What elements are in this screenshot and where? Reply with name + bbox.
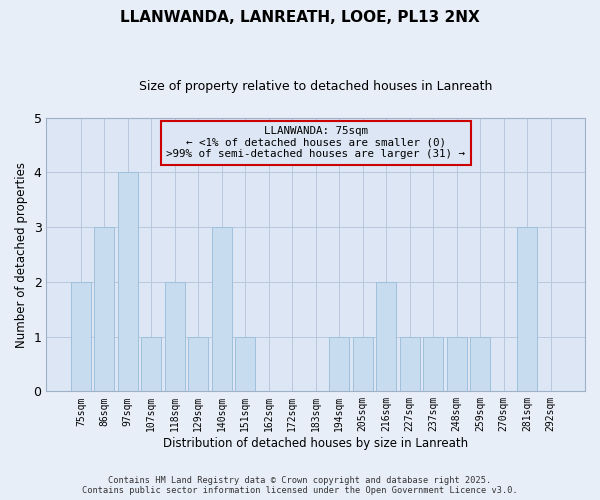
X-axis label: Distribution of detached houses by size in Lanreath: Distribution of detached houses by size … bbox=[163, 437, 468, 450]
Title: Size of property relative to detached houses in Lanreath: Size of property relative to detached ho… bbox=[139, 80, 493, 93]
Bar bbox=[470, 336, 490, 392]
Bar bbox=[329, 336, 349, 392]
Text: LLANWANDA, LANREATH, LOOE, PL13 2NX: LLANWANDA, LANREATH, LOOE, PL13 2NX bbox=[120, 10, 480, 25]
Text: LLANWANDA: 75sqm
← <1% of detached houses are smaller (0)
>99% of semi-detached : LLANWANDA: 75sqm ← <1% of detached house… bbox=[166, 126, 465, 159]
Bar bbox=[353, 336, 373, 392]
Bar bbox=[400, 336, 419, 392]
Bar bbox=[142, 336, 161, 392]
Bar bbox=[71, 282, 91, 392]
Bar bbox=[517, 227, 537, 392]
Text: Contains HM Land Registry data © Crown copyright and database right 2025.
Contai: Contains HM Land Registry data © Crown c… bbox=[82, 476, 518, 495]
Bar bbox=[235, 336, 255, 392]
Bar bbox=[188, 336, 208, 392]
Bar bbox=[212, 227, 232, 392]
Bar bbox=[118, 172, 138, 392]
Bar bbox=[165, 282, 185, 392]
Bar bbox=[446, 336, 467, 392]
Bar bbox=[423, 336, 443, 392]
Y-axis label: Number of detached properties: Number of detached properties bbox=[15, 162, 28, 348]
Bar bbox=[94, 227, 115, 392]
Bar bbox=[376, 282, 396, 392]
